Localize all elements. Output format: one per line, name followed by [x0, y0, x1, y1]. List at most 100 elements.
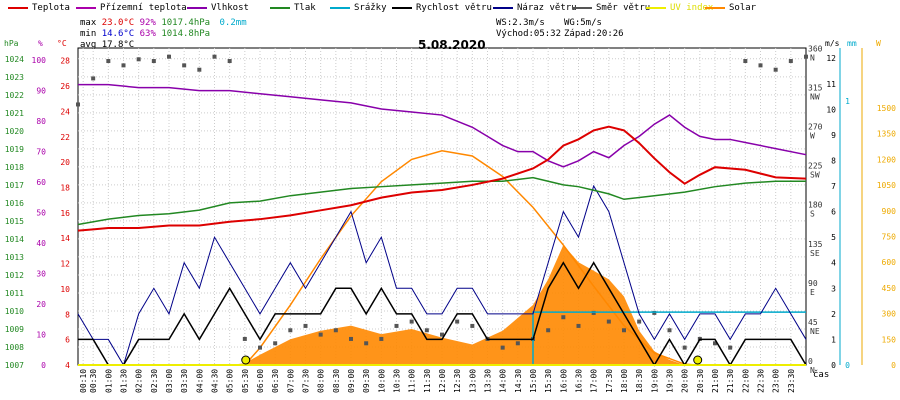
hpa-tick-label: 1015 [5, 217, 24, 226]
legend-item-3: Vlhkost [187, 2, 249, 14]
legend-swatch [646, 7, 666, 9]
x-tick-label: 04:30 [211, 369, 220, 393]
wind-gust-line [77, 184, 807, 367]
legend-swatch [493, 7, 513, 9]
solar-tick-label: 750 [882, 232, 897, 241]
legend-item-2: Přízemní teplota [76, 2, 187, 14]
wind-direction-point [273, 341, 278, 346]
wind-direction-point [788, 59, 793, 64]
ms-tick-label: 2 [831, 310, 836, 319]
wind-direction-point [182, 63, 187, 68]
legend-swatch [705, 7, 725, 9]
celsius-tick-label: 24 [60, 107, 70, 116]
wind-direction-point [546, 328, 551, 333]
direction-compass-label: E [810, 288, 815, 297]
wind-direction-point [197, 67, 202, 72]
x-tick-label: 15:00 [529, 369, 538, 393]
direction-tick-label: 270 [808, 123, 823, 132]
wind-direction-point [667, 328, 672, 333]
x-tick-label: 03:00 [165, 369, 174, 393]
ms-tick-label: 5 [831, 233, 836, 242]
solar-tick-label: 450 [882, 284, 897, 293]
x-tick-label: 07:00 [286, 369, 295, 393]
x-tick-label: 08:30 [332, 369, 341, 393]
wind-direction-point [500, 345, 505, 350]
x-tick-label: 22:30 [757, 369, 766, 393]
legend-label: Vlhkost [211, 3, 249, 13]
min-pressure: 1014.8hPa [161, 29, 211, 39]
x-tick-label: 20:30 [696, 369, 705, 393]
percent-tick-label: 80 [36, 117, 46, 126]
wind-direction-point [76, 102, 80, 107]
wind-direction-point [455, 319, 460, 324]
celsius-unit-label: °C [57, 39, 67, 48]
wind-direction-point [394, 323, 399, 328]
x-tick-label: 12:30 [453, 369, 462, 393]
celsius-tick-label: 12 [60, 260, 70, 269]
ms-tick-label: 1 [831, 335, 836, 344]
x-tick-label: 06:30 [271, 369, 280, 393]
wind-direction-point [303, 323, 308, 328]
wind-direction-point [212, 54, 217, 59]
wind-direction-point [637, 319, 642, 324]
legend-swatch [8, 7, 28, 9]
wind-direction-point [379, 336, 384, 341]
wind-direction-point [121, 63, 126, 68]
x-tick-label: 19:00 [650, 369, 659, 393]
wind-direction-point [773, 67, 778, 72]
hpa-tick-label: 1024 [5, 55, 24, 64]
hpa-tick-label: 1023 [5, 73, 24, 82]
wind-direction-point [682, 345, 687, 350]
sunset-stat: Západ:20:26 [564, 29, 624, 39]
percent-unit-label: % [38, 39, 43, 48]
wind-direction-point [227, 59, 232, 64]
wind-direction-point [242, 336, 247, 341]
hpa-unit-label: hPa [4, 39, 19, 48]
celsius-tick-label: 28 [60, 57, 70, 66]
legend-swatch [572, 7, 592, 9]
legend-label: Teplota [32, 3, 70, 13]
solar-tick-label: 900 [882, 207, 897, 216]
percent-tick-label: 70 [36, 148, 46, 157]
wind-direction-point [713, 341, 717, 346]
x-axis-label: čas [813, 369, 829, 380]
humidity-line [78, 83, 807, 168]
x-tick-label: 14:00 [499, 369, 508, 393]
x-tick-label: 04:00 [195, 369, 204, 393]
x-tick-label: 02:00 [135, 369, 144, 393]
wind-direction-point [576, 323, 581, 328]
percent-tick-label: 60 [36, 178, 46, 187]
direction-compass-label: N [810, 366, 815, 375]
avg-temp: 17.8°C [101, 40, 135, 50]
solar-tick-label: 1200 [877, 155, 896, 164]
legend-swatch [187, 7, 207, 9]
x-tick-label: 06:00 [256, 369, 265, 393]
legend-label: Náraz větru [517, 3, 577, 13]
ms-tick-label: 8 [831, 156, 836, 165]
wind-direction-point [758, 63, 763, 68]
x-tick-label: 03:30 [180, 369, 189, 393]
x-tick-label: 23:00 [772, 369, 781, 393]
hpa-tick-label: 1007 [5, 361, 24, 370]
hpa-tick-label: 1022 [5, 91, 24, 100]
legend-label: Směr větru [596, 3, 651, 13]
percent-tick-label: 20 [36, 300, 46, 309]
legend-label: Solar [729, 3, 757, 13]
legend-item-1: Teplota [8, 2, 70, 14]
x-tick-label: 13:00 [468, 369, 477, 393]
percent-tick-label: 0 [41, 361, 46, 370]
direction-tick-label: 0 [808, 357, 813, 366]
x-tick-label: 05:00 [226, 369, 235, 393]
hpa-tick-label: 1013 [5, 253, 24, 262]
celsius-tick-label: 14 [60, 234, 70, 243]
x-tick-label: 08:00 [317, 369, 326, 393]
solar-tick-label: 1500 [877, 104, 896, 113]
ms-tick-label: 0 [831, 361, 836, 370]
solar-tick-label: 1350 [877, 130, 896, 139]
x-tick-label: 10:30 [393, 369, 402, 393]
x-tick-label: 10:00 [377, 369, 386, 393]
wind-direction-point [424, 328, 429, 333]
direction-tick-label: 360 [808, 44, 823, 53]
hpa-tick-label: 1016 [5, 199, 24, 208]
celsius-tick-label: 20 [60, 158, 70, 167]
